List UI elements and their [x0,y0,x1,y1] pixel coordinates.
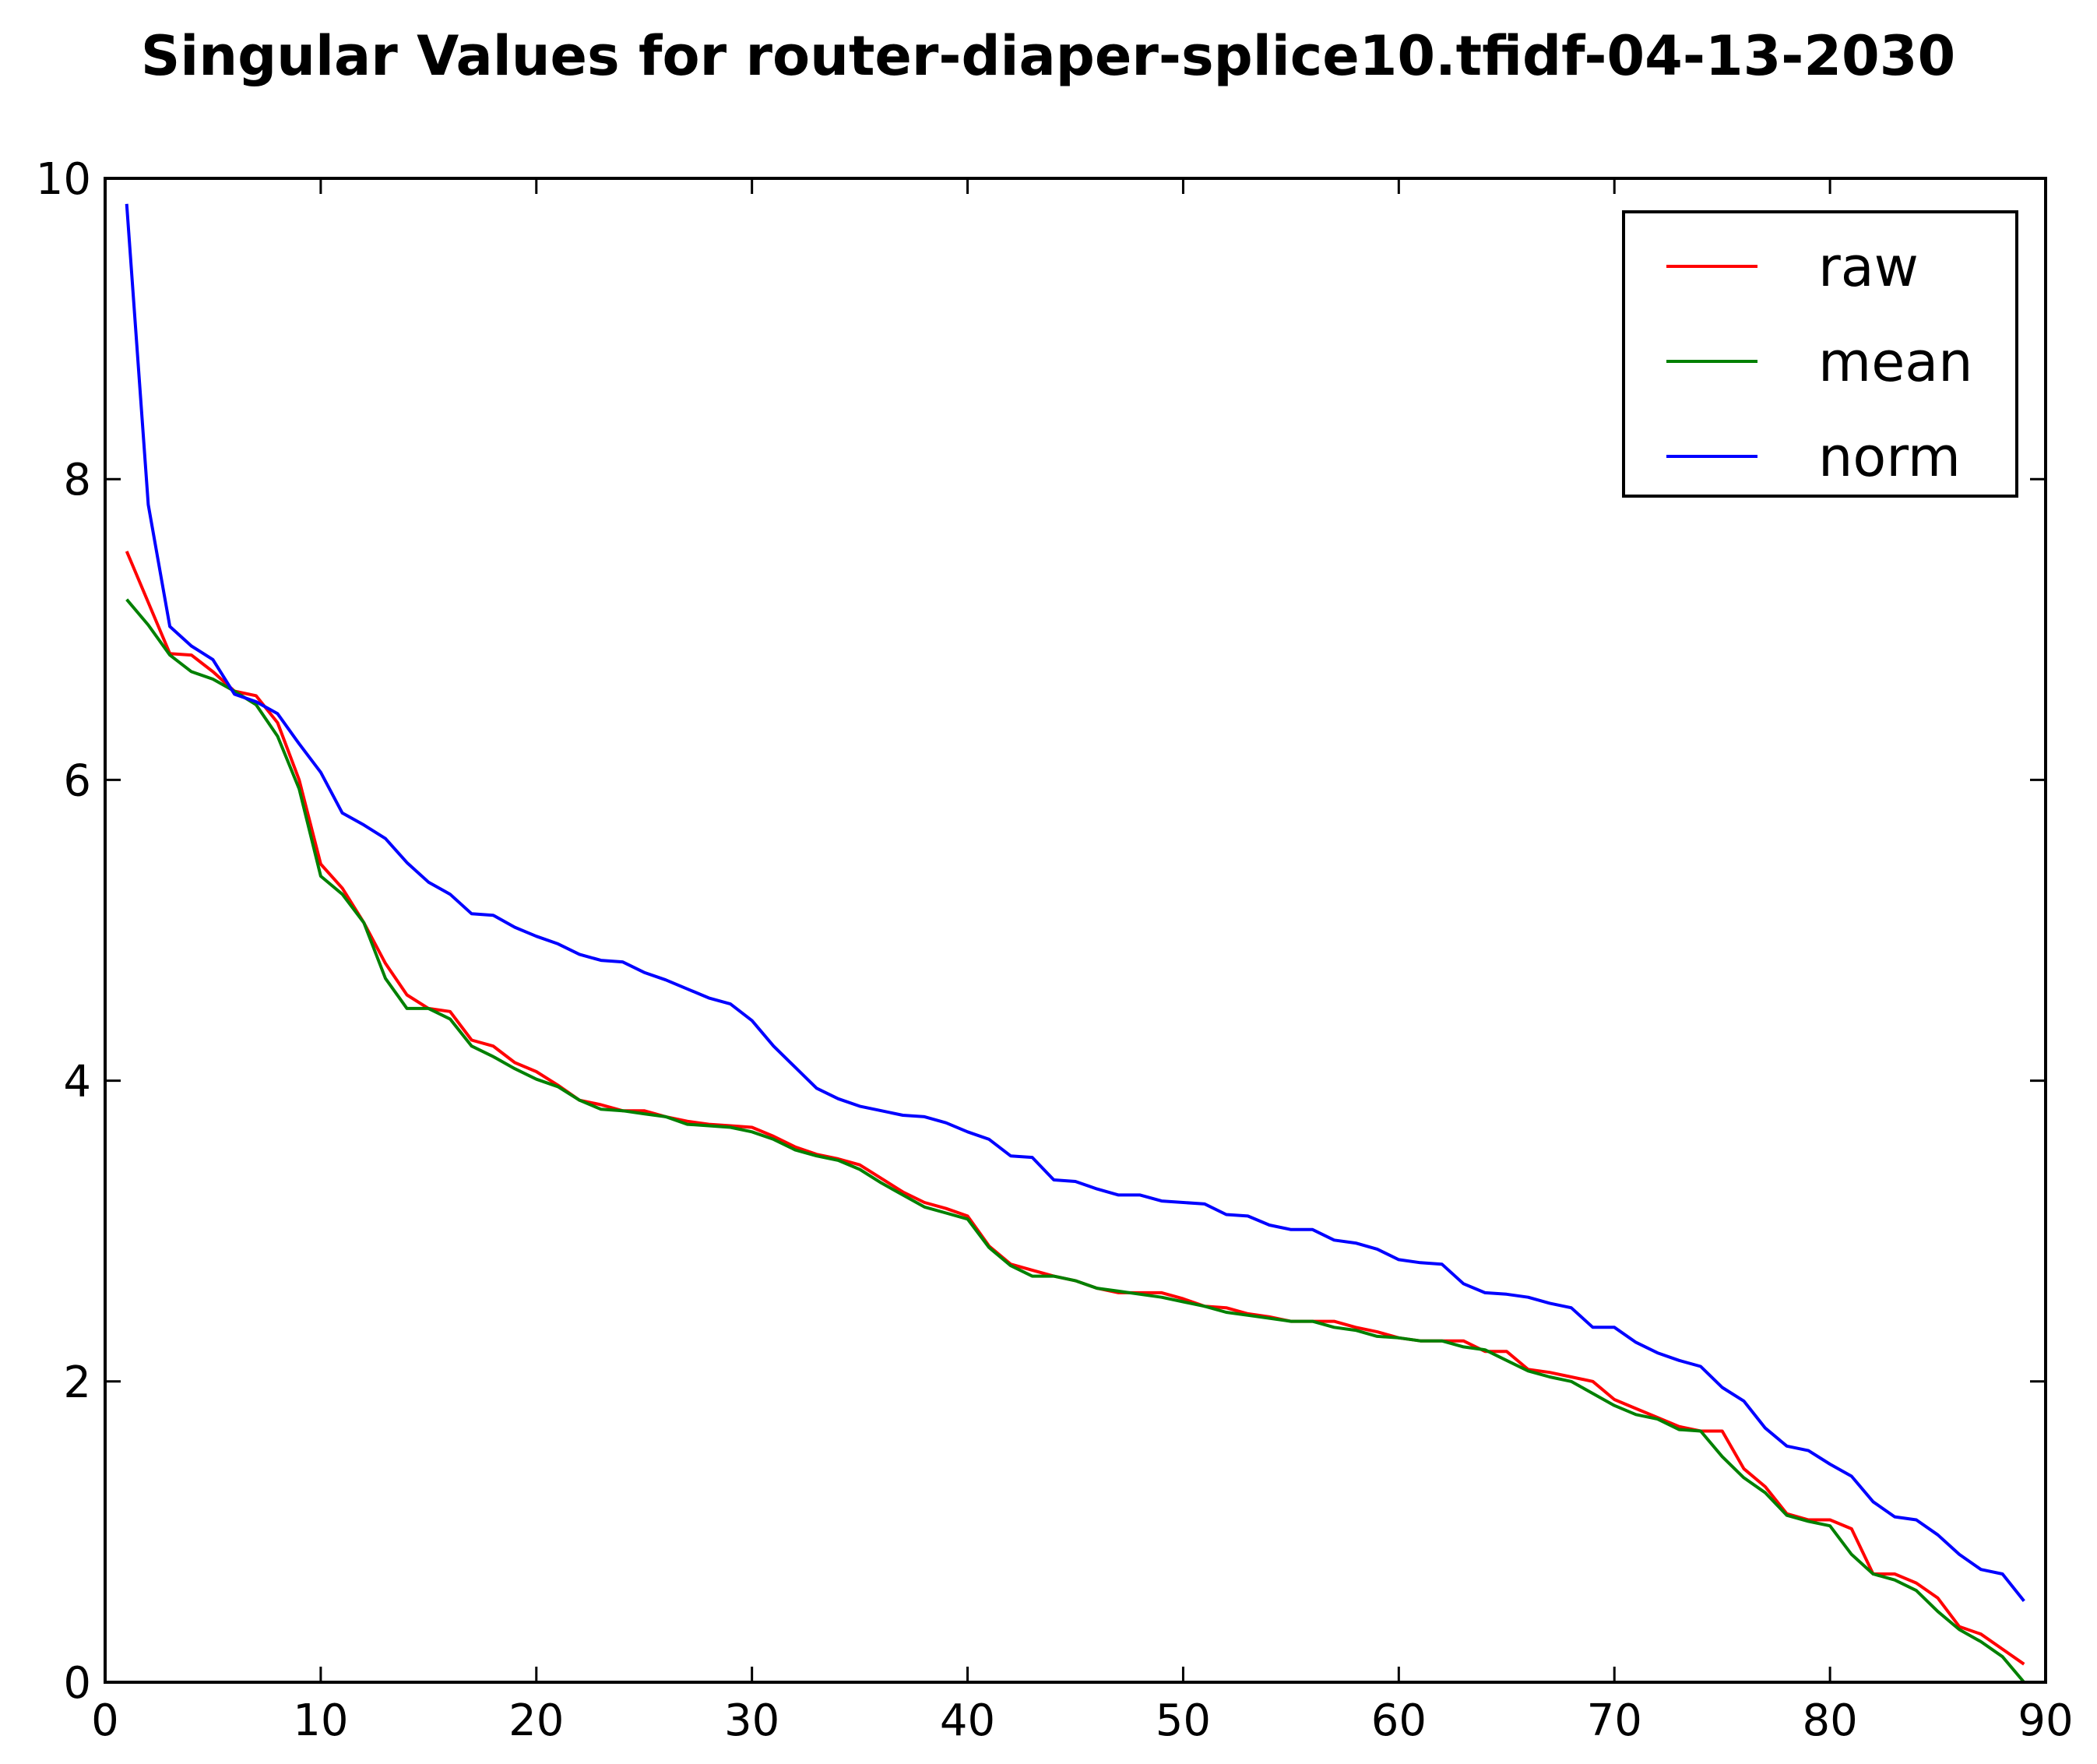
x-tick-label: 50 [1156,1695,1211,1746]
axes-frame [104,177,2047,1684]
legend: raw mean norm [1622,210,2018,498]
legend-label-mean: mean [1818,330,1973,394]
x-tick-label: 20 [508,1695,564,1746]
x-tick-label: 60 [1371,1695,1427,1746]
x-tick-label: 80 [1802,1695,1857,1746]
legend-label-raw: raw [1818,235,1919,299]
plot-area [104,177,2047,1684]
y-tick-label: 8 [63,455,91,505]
x-tick-label: 30 [724,1695,779,1746]
x-tick-label: 10 [293,1695,348,1746]
y-tick-label: 4 [63,1057,91,1107]
x-tick-label: 70 [1587,1695,1642,1746]
legend-box [1622,210,2018,498]
y-tick-label: 2 [63,1357,91,1408]
legend-label-norm: norm [1818,425,1961,489]
y-tick-label: 0 [63,1658,91,1709]
chart-title: Singular Values for router-diaper-splice… [141,24,1955,88]
y-tick-label: 6 [63,755,91,806]
series-line-norm [125,203,2025,1602]
series-line-raw [125,551,2025,1666]
x-tick-label: 0 [91,1695,119,1746]
x-tick-label: 90 [2018,1695,2073,1746]
series-line-mean [125,598,2025,1684]
y-tick-label: 10 [36,154,91,205]
axis-ticks: 0 10 20 30 40 50 60 70 80 90 0 2 4 6 8 10 [36,154,2074,1746]
x-tick-label: 40 [940,1695,995,1746]
